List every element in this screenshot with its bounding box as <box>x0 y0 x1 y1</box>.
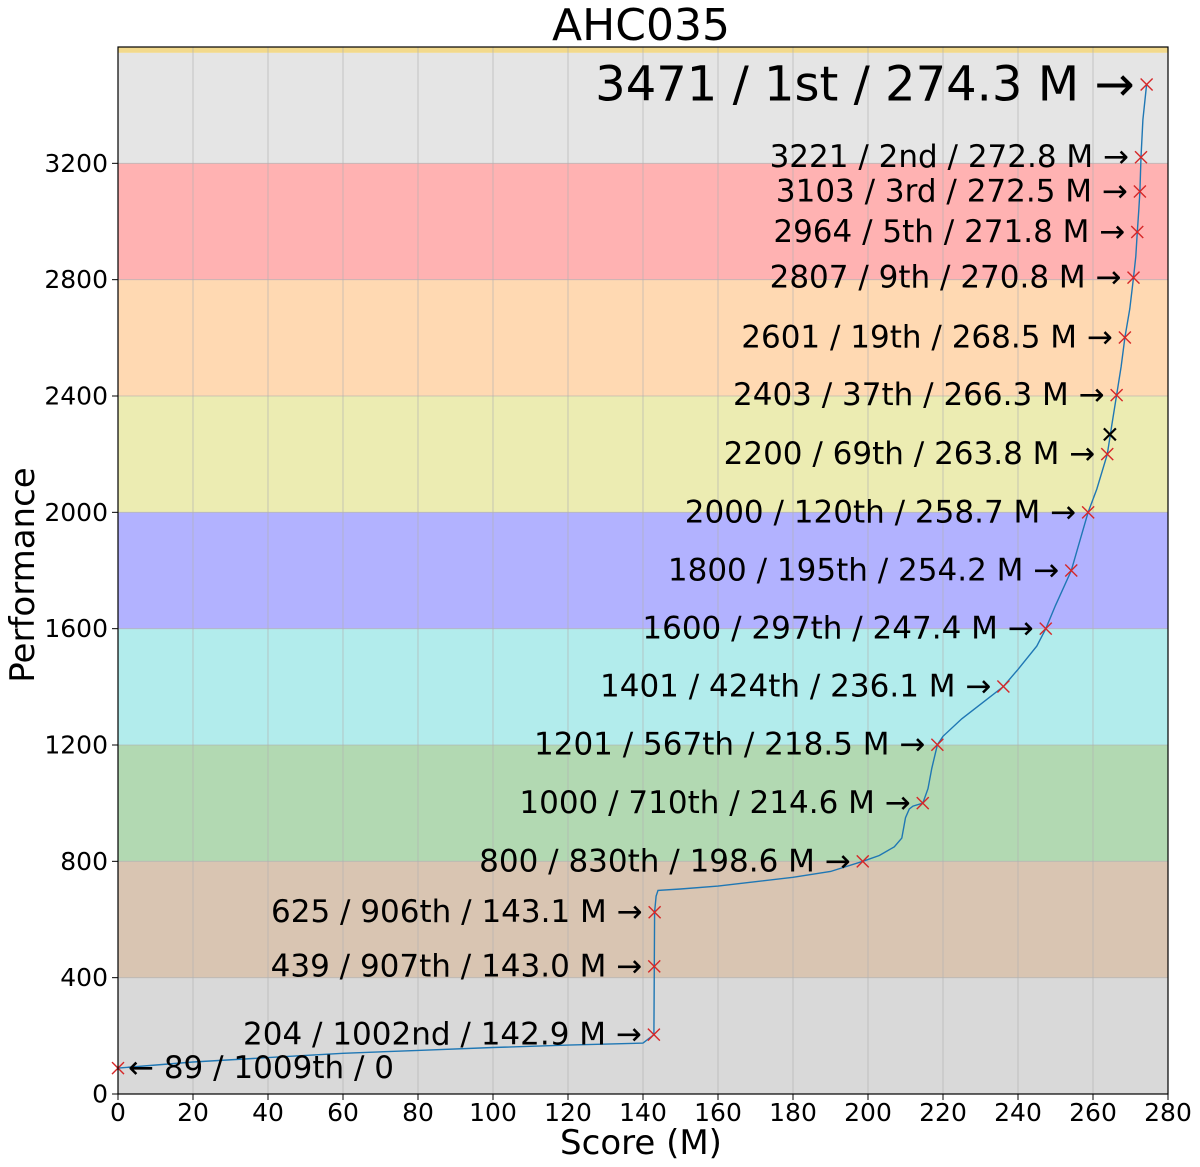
data-point-4 <box>856 854 870 868</box>
y-tick-label-2800: 2800 <box>44 265 108 294</box>
x-tick-label-0: 0 <box>110 1098 126 1127</box>
y-axis-label: Performance <box>3 467 43 682</box>
y-tick-label-3200: 3200 <box>44 149 108 178</box>
data-point-13 <box>1118 331 1132 345</box>
point-label-4: 800 / 830th / 198.6 M → <box>479 843 851 879</box>
data-point-18-b <box>1140 78 1154 92</box>
point-label-8: 1600 / 297th / 247.4 M → <box>642 611 1033 647</box>
x-tick-label-160: 160 <box>694 1098 742 1127</box>
x-tick-label-40: 40 <box>252 1098 284 1127</box>
data-point-13-b <box>1118 331 1132 345</box>
x-tick-label-120: 120 <box>544 1098 592 1127</box>
point-label-12: 2403 / 37th / 266.3 M → <box>733 377 1105 413</box>
x-tick-label-140: 140 <box>619 1098 667 1127</box>
x-tick-label-100: 100 <box>469 1098 517 1127</box>
point-label-11: 2200 / 69th / 263.8 M → <box>724 436 1096 472</box>
data-point-5-b <box>916 796 930 810</box>
y-tick-label-400: 400 <box>60 963 108 992</box>
x-axis-label: Score (M) <box>560 1123 722 1163</box>
point-label-17: 3221 / 2nd / 272.8 M → <box>770 139 1129 175</box>
data-point-10-b <box>1081 505 1095 519</box>
data-point-18 <box>1140 78 1154 92</box>
x-tick-label-200: 200 <box>844 1098 892 1127</box>
point-label-9: 1800 / 195th / 254.2 M → <box>668 553 1059 589</box>
data-point-7 <box>996 680 1010 694</box>
data-point-9-b <box>1064 564 1078 577</box>
x-tick-label-60: 60 <box>327 1098 359 1127</box>
data-point-11 <box>1100 447 1114 461</box>
y-tick-label-800: 800 <box>60 847 108 876</box>
data-point-8 <box>1039 622 1053 636</box>
x-tick-label-180: 180 <box>769 1098 817 1127</box>
data-point-10 <box>1081 505 1095 519</box>
data-point-12-b <box>1110 388 1124 402</box>
chart-title: AHC035 <box>552 0 730 51</box>
grid-lines <box>117 47 1169 1095</box>
y-tick-label-0: 0 <box>92 1080 108 1109</box>
point-markers <box>111 78 1154 1075</box>
point-label-10: 2000 / 120th / 258.7 M → <box>685 494 1076 530</box>
data-point-6-b <box>930 738 944 752</box>
y-tick-label-2400: 2400 <box>44 382 108 411</box>
y-tick-label-1600: 1600 <box>44 614 108 643</box>
point-label-16: 3103 / 3rd / 272.5 M → <box>776 174 1128 210</box>
data-point-1 <box>647 1028 661 1042</box>
data-point-16-b <box>1133 185 1147 199</box>
data-point-2-b <box>647 959 661 973</box>
y-tick-label-2000: 2000 <box>44 498 108 527</box>
data-point-12 <box>1110 388 1124 402</box>
x-tick-label-260: 260 <box>1069 1098 1117 1127</box>
highlight-point <box>1103 427 1117 442</box>
data-point-1-b <box>647 1028 661 1042</box>
data-point-8-b <box>1039 622 1053 636</box>
point-label-14: 2807 / 9th / 270.8 M → <box>770 260 1122 296</box>
data-point-2 <box>647 959 661 973</box>
x-tick-label-220: 220 <box>919 1098 967 1127</box>
x-tick-label-20: 20 <box>177 1098 209 1127</box>
data-point-14 <box>1127 271 1140 285</box>
data-point-17-b <box>1134 150 1148 164</box>
data-point-3 <box>648 905 662 919</box>
point-label-15: 2964 / 5th / 271.8 M → <box>773 214 1125 250</box>
data-point-5 <box>916 796 930 810</box>
point-label-5: 1000 / 710th / 214.6 M → <box>519 785 910 821</box>
x-tick-label-80: 80 <box>402 1098 434 1127</box>
x-tick-label-240: 240 <box>994 1098 1042 1127</box>
data-point-11-b <box>1100 447 1114 461</box>
data-point-3-b <box>648 905 662 919</box>
data-point-16 <box>1133 185 1147 199</box>
y-tick-label-1200: 1200 <box>44 731 108 760</box>
highlight-point-b <box>1103 427 1117 442</box>
data-point-9 <box>1064 564 1078 577</box>
point-label-6: 1201 / 567th / 218.5 M → <box>534 727 925 763</box>
data-point-17 <box>1134 150 1148 164</box>
axis-ticks: 0 20 40 60 80 100 120 140 160 180 200 220 240 260 2800… <box>44 149 1191 1127</box>
point-label-2: 439 / 907th / 143.0 M → <box>271 948 643 984</box>
point-label-18: 3471 / 1st / 274.3 M → <box>595 57 1134 113</box>
point-label-13: 2601 / 19th / 268.5 M → <box>741 320 1113 356</box>
data-point-15 <box>1130 225 1144 239</box>
data-point-6 <box>930 738 944 752</box>
point-label-7: 1401 / 424th / 236.1 M → <box>600 669 991 705</box>
x-tick-label-280: 280 <box>1144 1098 1192 1127</box>
data-point-14-b <box>1127 271 1140 285</box>
data-point-15-b <box>1130 225 1144 239</box>
point-label-1: 204 / 1002nd / 142.9 M → <box>243 1017 642 1053</box>
point-label-0: ← 89 / 1009th / 0 <box>128 1050 394 1086</box>
point-label-3: 625 / 906th / 143.1 M → <box>271 894 643 930</box>
data-point-4-b <box>856 854 870 868</box>
data-point-7-b <box>996 680 1010 694</box>
